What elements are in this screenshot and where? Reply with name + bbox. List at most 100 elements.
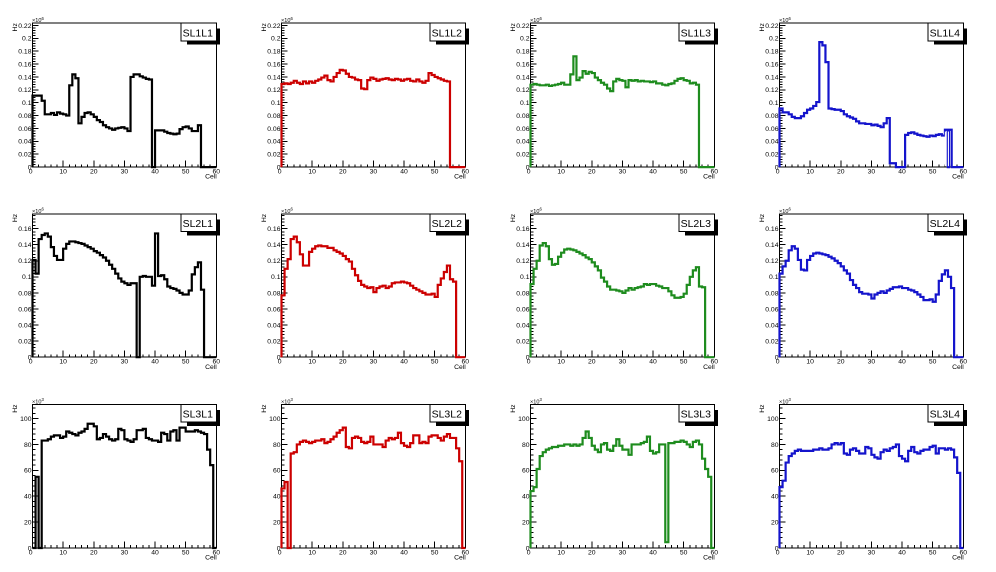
svg-text:30: 30 [370, 359, 378, 366]
svg-text:0: 0 [278, 359, 282, 366]
svg-text:Hz: Hz [759, 213, 766, 222]
svg-text:0: 0 [776, 549, 780, 556]
svg-text:SL2L1: SL2L1 [183, 218, 214, 230]
svg-text:Cell: Cell [703, 555, 715, 562]
svg-text:80: 80 [24, 442, 32, 449]
svg-text:50: 50 [680, 359, 688, 366]
svg-text:0: 0 [775, 355, 779, 362]
svg-text:Hz: Hz [261, 23, 268, 32]
svg-text:Cell: Cell [205, 364, 217, 371]
svg-text:0.04: 0.04 [18, 322, 31, 329]
svg-text:Hz: Hz [12, 213, 19, 222]
svg-text:SL3L1: SL3L1 [183, 409, 214, 421]
svg-text:50: 50 [929, 549, 937, 556]
svg-text:Hz: Hz [12, 404, 19, 413]
svg-text:×103: ×103 [530, 397, 543, 405]
svg-text:100: 100 [20, 416, 32, 423]
svg-text:×106: ×106 [281, 16, 294, 24]
svg-text:0.04: 0.04 [267, 322, 280, 329]
svg-text:0.02: 0.02 [516, 339, 529, 346]
svg-text:10: 10 [557, 549, 565, 556]
svg-text:60: 60 [24, 468, 32, 475]
svg-text:60: 60 [711, 169, 719, 176]
svg-text:60: 60 [213, 169, 221, 176]
svg-text:80: 80 [771, 442, 779, 449]
svg-text:0.14: 0.14 [267, 74, 280, 81]
svg-text:0.16: 0.16 [516, 226, 529, 233]
svg-text:0.04: 0.04 [516, 139, 529, 146]
svg-text:20: 20 [339, 359, 347, 366]
svg-text:0.22: 0.22 [765, 23, 778, 30]
svg-text:0.16: 0.16 [765, 61, 778, 68]
svg-text:10: 10 [308, 359, 316, 366]
svg-text:0.02: 0.02 [18, 339, 31, 346]
svg-text:30: 30 [619, 169, 627, 176]
svg-text:40: 40 [151, 169, 159, 176]
svg-text:SL2L3: SL2L3 [681, 218, 712, 230]
svg-text:30: 30 [370, 549, 378, 556]
svg-text:SL1L3: SL1L3 [681, 27, 712, 39]
svg-text:Hz: Hz [261, 404, 268, 413]
svg-text:10: 10 [557, 359, 565, 366]
svg-text:0.04: 0.04 [765, 139, 778, 146]
svg-text:30: 30 [121, 169, 129, 176]
svg-text:10: 10 [806, 359, 814, 366]
svg-text:0: 0 [28, 355, 32, 362]
svg-text:Cell: Cell [952, 555, 964, 562]
svg-text:0.18: 0.18 [516, 49, 529, 56]
svg-text:0: 0 [277, 545, 281, 552]
svg-text:0.06: 0.06 [765, 306, 778, 313]
svg-text:0.2: 0.2 [271, 36, 281, 43]
svg-text:0.18: 0.18 [267, 49, 280, 56]
svg-text:0: 0 [29, 359, 33, 366]
svg-text:0.14: 0.14 [765, 242, 778, 249]
svg-text:0.02: 0.02 [516, 152, 529, 159]
svg-text:60: 60 [273, 468, 281, 475]
svg-text:30: 30 [370, 169, 378, 176]
svg-text:Hz: Hz [510, 404, 517, 413]
svg-text:0.1: 0.1 [769, 100, 779, 107]
svg-text:0: 0 [526, 355, 530, 362]
svg-text:SL1L4: SL1L4 [930, 27, 961, 39]
svg-text:30: 30 [868, 359, 876, 366]
svg-text:40: 40 [898, 169, 906, 176]
svg-text:Cell: Cell [703, 364, 715, 371]
svg-text:0: 0 [277, 355, 281, 362]
svg-text:40: 40 [273, 494, 281, 501]
svg-text:0.12: 0.12 [18, 87, 31, 94]
svg-text:50: 50 [929, 359, 937, 366]
svg-text:50: 50 [680, 169, 688, 176]
svg-text:60: 60 [960, 169, 968, 176]
svg-text:60: 60 [771, 468, 779, 475]
svg-text:0.02: 0.02 [765, 339, 778, 346]
svg-text:SL2L4: SL2L4 [930, 218, 961, 230]
svg-text:0.16: 0.16 [267, 226, 280, 233]
svg-text:20: 20 [339, 549, 347, 556]
svg-text:0.12: 0.12 [765, 87, 778, 94]
svg-text:0.08: 0.08 [516, 113, 529, 120]
svg-text:0.06: 0.06 [516, 306, 529, 313]
svg-text:50: 50 [182, 169, 190, 176]
svg-text:60: 60 [960, 549, 968, 556]
svg-text:20: 20 [771, 520, 779, 527]
svg-text:Cell: Cell [454, 364, 466, 371]
svg-text:60: 60 [522, 468, 530, 475]
svg-text:Cell: Cell [205, 174, 217, 181]
svg-text:Hz: Hz [12, 23, 19, 32]
svg-text:20: 20 [522, 520, 530, 527]
svg-text:0.06: 0.06 [18, 126, 31, 133]
svg-text:0.18: 0.18 [18, 49, 31, 56]
svg-text:0.06: 0.06 [267, 306, 280, 313]
svg-text:0: 0 [775, 545, 779, 552]
svg-text:0.22: 0.22 [516, 23, 529, 30]
svg-text:×106: ×106 [530, 16, 543, 24]
svg-text:0.06: 0.06 [18, 306, 31, 313]
svg-text:×106: ×106 [281, 207, 294, 215]
svg-text:0.16: 0.16 [18, 226, 31, 233]
svg-text:Cell: Cell [205, 555, 217, 562]
svg-text:50: 50 [431, 359, 439, 366]
svg-text:0: 0 [29, 169, 33, 176]
svg-text:0.22: 0.22 [267, 23, 280, 30]
svg-text:50: 50 [182, 359, 190, 366]
svg-text:20: 20 [588, 549, 596, 556]
